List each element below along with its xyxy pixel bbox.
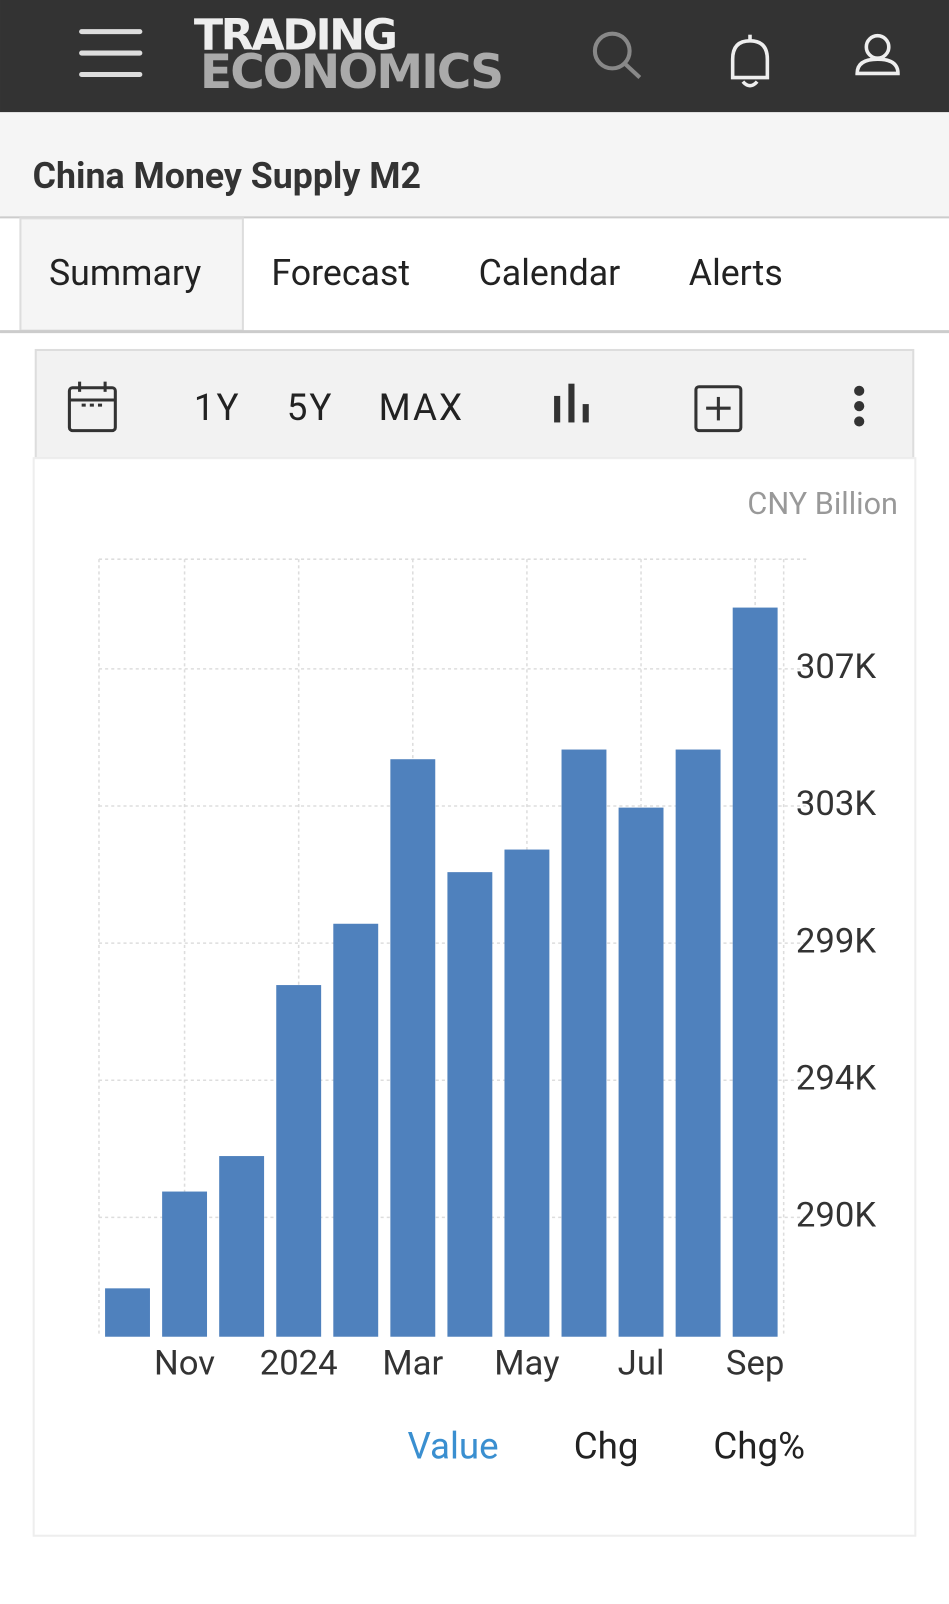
tab-active-bg	[19, 217, 244, 332]
search-icon[interactable]	[592, 31, 642, 80]
range-button[interactable]: MAX	[379, 386, 464, 429]
bar[interactable]	[162, 1191, 208, 1337]
x-tick-label: Jul	[618, 1343, 665, 1383]
value-tab[interactable]: Chg	[574, 1425, 639, 1468]
y-tick-label: 299K	[796, 921, 876, 961]
x-tick-label: 2024	[260, 1343, 338, 1383]
bell-icon[interactable]	[730, 34, 770, 88]
bar[interactable]	[333, 923, 379, 1337]
bar[interactable]	[219, 1156, 265, 1337]
x-tick-label: May	[494, 1343, 559, 1383]
title-bar	[0, 112, 949, 218]
add-icon[interactable]	[694, 385, 743, 433]
tab[interactable]: Forecast	[271, 252, 410, 294]
bar[interactable]	[105, 1288, 150, 1337]
x-tick-label: Mar	[382, 1343, 443, 1383]
menu-icon[interactable]	[79, 29, 143, 78]
logo-bottom[interactable]: ECONOMICS	[200, 45, 504, 100]
bar[interactable]	[276, 985, 322, 1337]
bar[interactable]	[732, 607, 778, 1337]
tab[interactable]: Summary	[49, 252, 201, 294]
y-tick-label: 290K	[796, 1196, 876, 1236]
value-tab[interactable]: Value	[407, 1425, 498, 1468]
range-button[interactable]: 5Y	[287, 386, 334, 429]
bar[interactable]	[675, 749, 721, 1337]
tab[interactable]: Calendar	[479, 252, 621, 294]
bar[interactable]	[618, 807, 664, 1337]
range-button[interactable]: 1Y	[194, 386, 241, 429]
value-tab[interactable]: Chg%	[713, 1425, 805, 1468]
more-icon[interactable]	[854, 385, 865, 427]
unit-label: CNY Billion	[747, 487, 898, 522]
y-tick-label: 294K	[796, 1058, 876, 1098]
bar-chart-icon[interactable]	[554, 383, 589, 423]
user-icon[interactable]	[855, 33, 900, 76]
calendar-icon[interactable]	[67, 381, 117, 433]
y-tick-label: 307K	[796, 647, 876, 687]
bar[interactable]	[447, 872, 493, 1337]
bar[interactable]	[390, 759, 436, 1337]
bar[interactable]	[561, 749, 607, 1337]
toolbar	[34, 348, 915, 460]
page-title: China Money Supply M2	[33, 155, 421, 197]
y-tick-label: 303K	[796, 784, 876, 824]
logo-top[interactable]: TRADING	[194, 10, 398, 60]
tab[interactable]: Alerts	[689, 252, 783, 294]
header-bar	[0, 0, 949, 113]
bar[interactable]	[504, 849, 550, 1337]
x-tick-label: Nov	[154, 1343, 215, 1383]
x-tick-label: Sep	[726, 1343, 784, 1383]
